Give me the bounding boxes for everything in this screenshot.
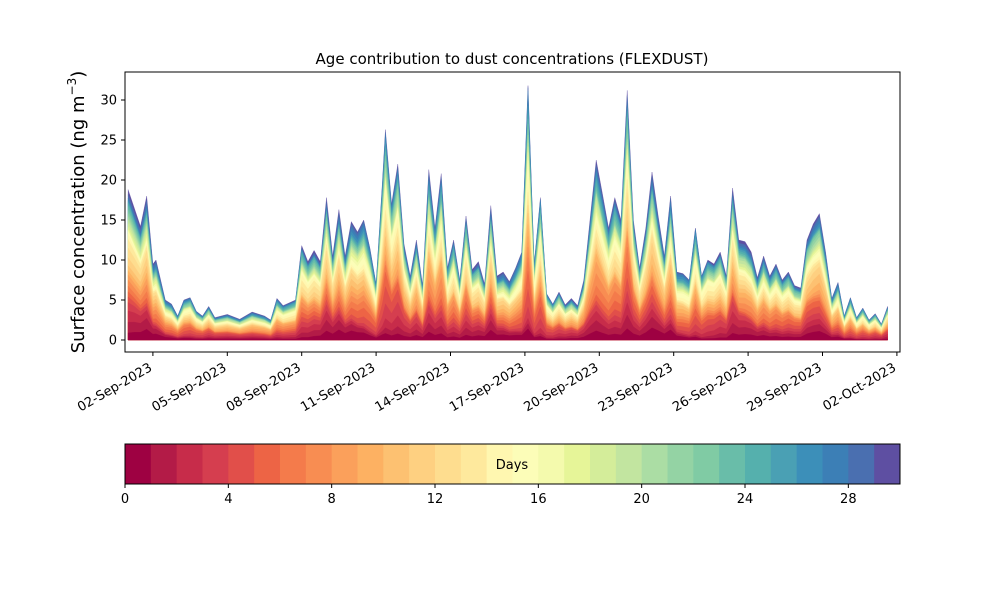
y-axis-label-exponent: −3 [65, 78, 79, 96]
colorbar-cell [150, 444, 178, 484]
colorbar-ticks: 0 4 8 12 16 20 24 28 [121, 484, 857, 507]
colorbar-cell [745, 444, 772, 484]
colorbar-tick-label: 0 [121, 492, 129, 507]
colorbar-tick-label: 16 [530, 492, 547, 507]
y-axis-label-close: ) [68, 71, 89, 78]
colorbar-frame [124, 443, 901, 485]
colorbar: Days 0 4 8 12 16 20 24 28 [121, 443, 901, 507]
colorbar-cell [280, 444, 307, 484]
colorbar-cell [254, 444, 281, 484]
x-tick-label: 11-Sep-2023 [298, 360, 378, 415]
colorbar-cell [822, 444, 849, 484]
chart-title: Age contribution to dust concentrations … [316, 50, 709, 68]
colorbar-cell [202, 444, 229, 484]
y-axis-label-main: Surface concentration (ng m [68, 95, 89, 353]
colorbar-cell [848, 444, 875, 484]
x-tick-label: 29-Sep-2023 [745, 360, 825, 415]
colorbar-cells [125, 444, 901, 484]
colorbar-cell [409, 444, 436, 484]
colorbar-cell [228, 444, 255, 484]
colorbar-cell [125, 444, 152, 484]
colorbar-cell [770, 444, 798, 484]
x-tick-label: 02-Oct-2023 [821, 360, 899, 414]
colorbar-cell [460, 444, 488, 484]
colorbar-cell [615, 444, 643, 484]
x-axis: 02-Sep-202305-Sep-202308-Sep-202311-Sep-… [75, 352, 899, 415]
colorbar-cell [176, 444, 203, 484]
colorbar-cell [719, 444, 746, 484]
x-tick-label: 05-Sep-2023 [149, 360, 229, 415]
colorbar-cell [331, 444, 358, 484]
y-axis-label: Surface concentration (ng m−3) [65, 71, 89, 354]
colorbar-cell [693, 444, 720, 484]
colorbar-cell [590, 444, 617, 484]
colorbar-label: Days [496, 458, 529, 473]
colorbar-cell [538, 444, 565, 484]
x-tick-label: 02-Sep-2023 [75, 360, 155, 415]
colorbar-cell [435, 444, 462, 484]
colorbar-cell [512, 444, 539, 484]
plot-area: 0 5 10 15 20 25 30 02-Sep-202305-Sep-202308-Se… [75, 71, 901, 415]
age-layer-0 [127, 327, 888, 341]
y-tick-label: 30 [100, 94, 117, 109]
x-tick-label: 14-Sep-2023 [373, 360, 453, 415]
colorbar-cell [486, 444, 513, 484]
y-tick-label: 15 [100, 214, 117, 229]
y-tick-label: 25 [100, 134, 117, 149]
x-tick-label: 17-Sep-2023 [447, 360, 527, 415]
colorbar-tick-label: 28 [840, 492, 857, 507]
y-tick-label: 20 [100, 174, 117, 189]
colorbar-tick-label: 24 [737, 492, 754, 507]
colorbar-cell [667, 444, 694, 484]
colorbar-tick-label: 8 [328, 492, 336, 507]
age-contribution-areas [127, 85, 888, 341]
colorbar-cell [357, 444, 384, 484]
colorbar-cell [564, 444, 591, 484]
y-tick-label: 5 [109, 294, 117, 309]
axes-frame [124, 71, 901, 353]
y-axis: 0 5 10 15 20 25 30 [100, 94, 125, 349]
y-tick-label: 10 [100, 254, 117, 269]
colorbar-cell [874, 444, 901, 484]
colorbar-cell [796, 444, 823, 484]
x-tick-label: 08-Sep-2023 [224, 360, 304, 415]
colorbar-tick-label: 12 [427, 492, 444, 507]
y-tick-label: 0 [109, 334, 117, 349]
colorbar-tick-label: 20 [633, 492, 650, 507]
x-tick-label: 26-Sep-2023 [670, 360, 750, 415]
colorbar-tick-label: 4 [224, 492, 232, 507]
colorbar-cell [641, 444, 668, 484]
x-tick-label: 23-Sep-2023 [596, 360, 676, 415]
colorbar-cell [383, 444, 410, 484]
x-tick-label: 20-Sep-2023 [521, 360, 601, 415]
colorbar-cell [305, 444, 333, 484]
